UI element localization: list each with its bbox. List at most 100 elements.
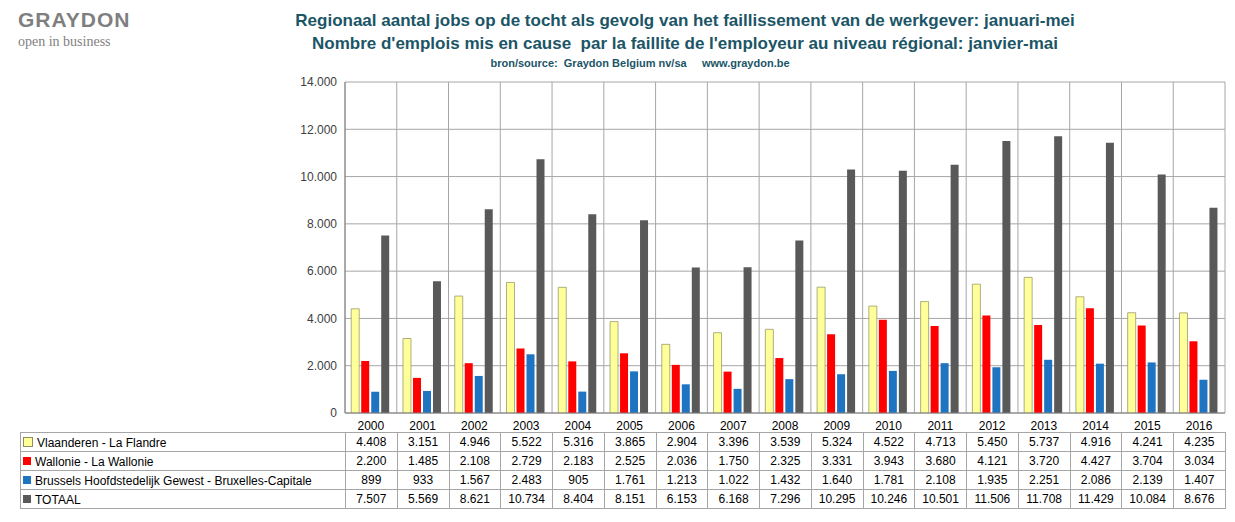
html-text:3.331: 3.331 bbox=[822, 454, 853, 468]
html-text:GRAYDON: GRAYDON bbox=[18, 8, 131, 31]
svg-text:2.000: 2.000 bbox=[307, 359, 337, 373]
html-text:3.539: 3.539 bbox=[770, 435, 801, 449]
html-text:1.567: 1.567 bbox=[459, 473, 490, 487]
html-text:2.904: 2.904 bbox=[666, 435, 697, 449]
html-text:2.200: 2.200 bbox=[356, 454, 387, 468]
html-text:3.704: 3.704 bbox=[1132, 454, 1163, 468]
html-text:4.235: 4.235 bbox=[1184, 435, 1215, 449]
svg-text:2013: 2013 bbox=[1030, 419, 1057, 433]
html-text:1.781: 1.781 bbox=[873, 473, 904, 487]
html-text:4.241: 4.241 bbox=[1132, 435, 1163, 449]
html-text:4.408: 4.408 bbox=[356, 435, 387, 449]
html-text:1.935: 1.935 bbox=[977, 473, 1008, 487]
html-text:5.316: 5.316 bbox=[563, 435, 594, 449]
html-text:4.121: 4.121 bbox=[977, 454, 1008, 468]
svg-text:2000: 2000 bbox=[358, 419, 385, 433]
html-text:3.151: 3.151 bbox=[408, 435, 439, 449]
svg-text:2004: 2004 bbox=[565, 419, 592, 433]
html-text:1.640: 1.640 bbox=[822, 473, 853, 487]
html-text:10.246: 10.246 bbox=[870, 492, 908, 506]
html-text:2.108: 2.108 bbox=[459, 454, 490, 468]
html-text:8.621: 8.621 bbox=[459, 492, 490, 506]
html-text:1.432: 1.432 bbox=[770, 473, 801, 487]
html-text:6.168: 6.168 bbox=[718, 492, 749, 506]
html-text:10.295: 10.295 bbox=[818, 492, 856, 506]
html-text:1.750: 1.750 bbox=[718, 454, 749, 468]
html-text:933: 933 bbox=[413, 473, 434, 487]
html-text:1.761: 1.761 bbox=[615, 473, 646, 487]
html-text:7.296: 7.296 bbox=[770, 492, 801, 506]
svg-text:2002: 2002 bbox=[461, 419, 488, 433]
html-text:2.036: 2.036 bbox=[666, 454, 697, 468]
svg-text:8.000: 8.000 bbox=[307, 217, 337, 231]
html-text:6.153: 6.153 bbox=[666, 492, 697, 506]
html-text:8.151: 8.151 bbox=[615, 492, 646, 506]
html-text:1.407: 1.407 bbox=[1184, 473, 1215, 487]
html-text:3.720: 3.720 bbox=[1029, 454, 1060, 468]
html-text:2.525: 2.525 bbox=[615, 454, 646, 468]
html-text:3.865: 3.865 bbox=[615, 435, 646, 449]
svg-text:2007: 2007 bbox=[720, 419, 747, 433]
html-text:open in business: open in business bbox=[18, 34, 111, 49]
html-text:5.324: 5.324 bbox=[822, 435, 853, 449]
html-text:1.213: 1.213 bbox=[666, 473, 697, 487]
html-text:8.404: 8.404 bbox=[563, 492, 594, 506]
html-text:3.396: 3.396 bbox=[718, 435, 749, 449]
html-text:1.022: 1.022 bbox=[718, 473, 749, 487]
svg-text:2009: 2009 bbox=[823, 419, 850, 433]
html-text:899: 899 bbox=[361, 473, 382, 487]
svg-text:10.000: 10.000 bbox=[300, 170, 337, 184]
html-text:4.522: 4.522 bbox=[873, 435, 904, 449]
svg-text:2015: 2015 bbox=[1134, 419, 1161, 433]
html-text:10.501: 10.501 bbox=[922, 492, 959, 506]
html-text:10.084: 10.084 bbox=[1129, 492, 1166, 506]
html-text:2.729: 2.729 bbox=[511, 454, 542, 468]
html-text:5.569: 5.569 bbox=[408, 492, 439, 506]
svg-text:0: 0 bbox=[330, 406, 337, 420]
html-text:5.522: 5.522 bbox=[511, 435, 542, 449]
svg-text:6.000: 6.000 bbox=[307, 264, 337, 278]
html-text:3.943: 3.943 bbox=[873, 454, 904, 468]
html-text:4.427: 4.427 bbox=[1080, 454, 1111, 468]
html-text:2.139: 2.139 bbox=[1132, 473, 1163, 487]
html-text:2.086: 2.086 bbox=[1080, 473, 1111, 487]
svg-text:2012: 2012 bbox=[979, 419, 1006, 433]
html-text:Vlaanderen - La Flandre: Vlaanderen - La Flandre bbox=[37, 435, 167, 450]
html-text:3.034: 3.034 bbox=[1184, 454, 1215, 468]
svg-text:2011: 2011 bbox=[927, 419, 953, 433]
html-text:2.483: 2.483 bbox=[511, 473, 542, 487]
html-text:4.713: 4.713 bbox=[925, 435, 956, 449]
html-text:5.450: 5.450 bbox=[977, 435, 1008, 449]
svg-text:2005: 2005 bbox=[616, 419, 643, 433]
svg-text:14.000: 14.000 bbox=[300, 75, 337, 89]
html-text:4.916: 4.916 bbox=[1080, 435, 1111, 449]
html-text:1.485: 1.485 bbox=[408, 454, 439, 468]
html-text:2.183: 2.183 bbox=[563, 454, 594, 468]
html-text:10.734: 10.734 bbox=[508, 492, 545, 506]
svg-text:2014: 2014 bbox=[1082, 419, 1109, 433]
svg-text:2010: 2010 bbox=[875, 419, 902, 433]
html-text:4.946: 4.946 bbox=[459, 435, 490, 449]
svg-text:12.000: 12.000 bbox=[300, 123, 337, 137]
html-text:7.507: 7.507 bbox=[356, 492, 387, 506]
html-text:Wallonie - La Wallonie: Wallonie - La Wallonie bbox=[35, 454, 154, 469]
svg-text:2008: 2008 bbox=[772, 419, 799, 433]
html-text:11.429: 11.429 bbox=[1078, 492, 1114, 506]
svg-text:2016: 2016 bbox=[1186, 419, 1213, 433]
svg-text:4.000: 4.000 bbox=[307, 312, 337, 326]
html-text:Regionaal aantal jobs op de to: Regionaal aantal jobs op de tocht als ge… bbox=[295, 11, 1075, 30]
html-text:2.108: 2.108 bbox=[925, 473, 956, 487]
svg-text:2006: 2006 bbox=[668, 419, 695, 433]
html-text:11.708: 11.708 bbox=[1026, 492, 1062, 506]
html-text:Brussels Hoofdstedelijk Gewest: Brussels Hoofdstedelijk Gewest - Bruxell… bbox=[35, 473, 312, 488]
html-text:2.251: 2.251 bbox=[1029, 473, 1060, 487]
html-text:5.737: 5.737 bbox=[1029, 435, 1060, 449]
html-text:11.506: 11.506 bbox=[974, 492, 1011, 506]
html-text:905: 905 bbox=[568, 473, 589, 487]
html-text:3.680: 3.680 bbox=[925, 454, 956, 468]
html-text:2.325: 2.325 bbox=[770, 454, 801, 468]
html-text:TOTAAL: TOTAAL bbox=[35, 492, 81, 507]
svg-text:2001: 2001 bbox=[409, 419, 436, 433]
html-text:Nombre d'emplois mis en cause: Nombre d'emplois mis en cause par la fai… bbox=[312, 34, 1058, 53]
svg-text:2003: 2003 bbox=[513, 419, 540, 433]
